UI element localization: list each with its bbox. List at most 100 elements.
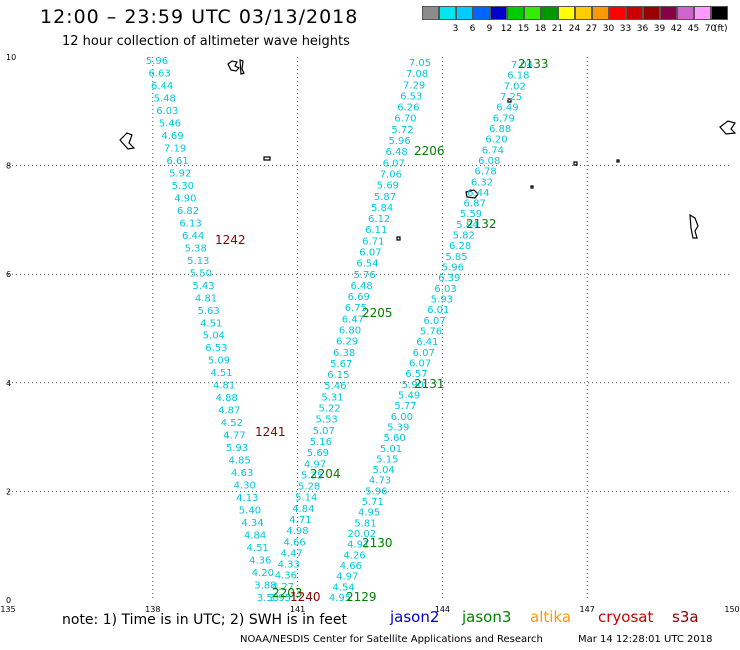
- wave-height-value: 5.67: [330, 359, 352, 370]
- legend-swatch: [490, 6, 507, 20]
- pass-time-label: 2129: [346, 590, 377, 604]
- wave-height-value: 4.66: [283, 537, 305, 548]
- wave-height-value: 6.08: [478, 156, 500, 167]
- wave-height-value: 5.85: [445, 252, 467, 263]
- generated-timestamp: Mar 14 12:28:01 UTC 2018: [578, 634, 713, 645]
- wave-height-value: 4.84: [292, 504, 314, 515]
- lon-tick-label: 147: [580, 605, 595, 614]
- lat-tick-label: 0: [6, 596, 11, 605]
- legend-label: 12: [500, 24, 513, 34]
- wave-height-value: 4.95: [329, 593, 351, 604]
- legend-swatch: [524, 6, 541, 20]
- wave-height-value: 5.69: [307, 448, 329, 459]
- wave-height-value: 5.76: [353, 270, 375, 281]
- wave-height-value: 6.87: [464, 199, 486, 210]
- wave-height-value: 5.96: [442, 263, 464, 274]
- wave-height-value: 4.88: [216, 393, 238, 404]
- pass-time-label: 2131: [414, 377, 445, 391]
- wave-height-value: 4.20: [252, 568, 274, 579]
- island-outline: [263, 156, 271, 161]
- mission-label: jason2: [390, 608, 440, 626]
- wave-height-value: 5.59: [460, 209, 482, 220]
- mission-label: altika: [530, 608, 572, 626]
- legend-label: 9: [486, 24, 493, 34]
- pass-time-label: 2204: [310, 467, 341, 481]
- lat-tick-label: 6: [6, 270, 11, 279]
- wave-height-value: 4.52: [221, 418, 243, 429]
- legend-swatch: [558, 6, 575, 20]
- wave-height-value: 6.28: [449, 241, 471, 252]
- wave-height-value: 5.04: [373, 465, 395, 476]
- wave-height-value: 4.71: [289, 515, 311, 526]
- wave-height-value: 4.77: [223, 431, 245, 442]
- legend-swatch: [711, 6, 728, 20]
- wave-height-value: 4.81: [213, 381, 235, 392]
- wave-height-value: 6.48: [386, 147, 408, 158]
- lat-tick-label: 10: [6, 53, 16, 62]
- wave-height-value: 4.13: [236, 493, 258, 504]
- wave-height-value: 5.49: [398, 390, 420, 401]
- pass-time-label: 2205: [362, 306, 393, 320]
- wave-height-value: 4.54: [333, 582, 355, 593]
- wave-height-value: 5.31: [321, 392, 343, 403]
- legend-swatch: [660, 6, 677, 20]
- wave-height-value: 6.07: [383, 158, 405, 169]
- wave-height-value: 5.96: [388, 136, 410, 147]
- wave-height-value: 5.76: [420, 327, 442, 338]
- mission-label: cryosat: [598, 608, 654, 626]
- wave-height-value: 6.00: [391, 412, 413, 423]
- wave-height-value: 7.06: [380, 169, 402, 180]
- wave-height-value: 6.07: [409, 358, 431, 369]
- wave-height-value: 4.63: [231, 468, 253, 479]
- wave-height-value: 5.39: [387, 422, 409, 433]
- wave-height-value: 4.73: [369, 476, 391, 487]
- legend-label: 33: [619, 24, 632, 34]
- legend-unit: (ft): [714, 24, 728, 34]
- wave-height-value: 6.75: [345, 303, 367, 314]
- wave-height-value: 7.04: [511, 60, 533, 71]
- legend-swatch: [694, 6, 711, 20]
- wave-height-value: 6.53: [400, 91, 422, 102]
- legend-label: 39: [653, 24, 666, 34]
- map-subtitle: 12 hour collection of altimeter wave hei…: [62, 34, 350, 49]
- wave-height-value: 6.54: [356, 259, 378, 270]
- legend-swatch: [422, 6, 439, 20]
- pass-time-label: 1242: [215, 233, 246, 247]
- wave-height-value: 6.13: [179, 218, 201, 229]
- island-outline: [227, 60, 241, 72]
- lat-tick-label: 8: [6, 162, 11, 171]
- wave-height-value: 6.44: [151, 81, 173, 92]
- wave-height-value: 6.69: [348, 292, 370, 303]
- lon-tick-label: 150: [724, 605, 739, 614]
- mission-label: s3a: [672, 608, 699, 626]
- wave-height-value: 4.81: [195, 293, 217, 304]
- wave-height-value: 7.19: [164, 143, 186, 154]
- island-outline: [719, 120, 737, 135]
- legend-swatch: [575, 6, 592, 20]
- lon-tick-label: 135: [0, 605, 15, 614]
- wave-height-value: 6.79: [493, 113, 515, 124]
- legend-swatch: [541, 6, 558, 20]
- wave-height-value: 5.63: [197, 306, 219, 317]
- wave-height-value: 6.44: [182, 231, 204, 242]
- wave-height-value: 5.46: [159, 118, 181, 129]
- wave-height-value: 5.93: [226, 443, 248, 454]
- wave-height-value: 5.46: [324, 381, 346, 392]
- wave-height-value: 5.90: [402, 380, 424, 391]
- wave-height-value: 7.25: [500, 92, 522, 103]
- wave-height-value: 4.66: [340, 561, 362, 572]
- wave-height-value: 3.53: [257, 593, 279, 604]
- wave-height-value: 4.33: [278, 560, 300, 571]
- wave-height-value: 6.03: [156, 106, 178, 117]
- wave-height-value: 6.26: [397, 103, 419, 114]
- wave-height-value: 4.69: [161, 131, 183, 142]
- wave-height-value: 6.18: [507, 71, 529, 82]
- legend-swatch: [609, 6, 626, 20]
- wave-height-value: 6.11: [365, 225, 387, 236]
- wave-height-value: 6.61: [167, 156, 189, 167]
- lat-tick-label: 2: [6, 487, 11, 496]
- wave-height-value: 5.50: [190, 268, 212, 279]
- island-outline: [616, 159, 620, 163]
- wave-height-value: 6.82: [177, 206, 199, 217]
